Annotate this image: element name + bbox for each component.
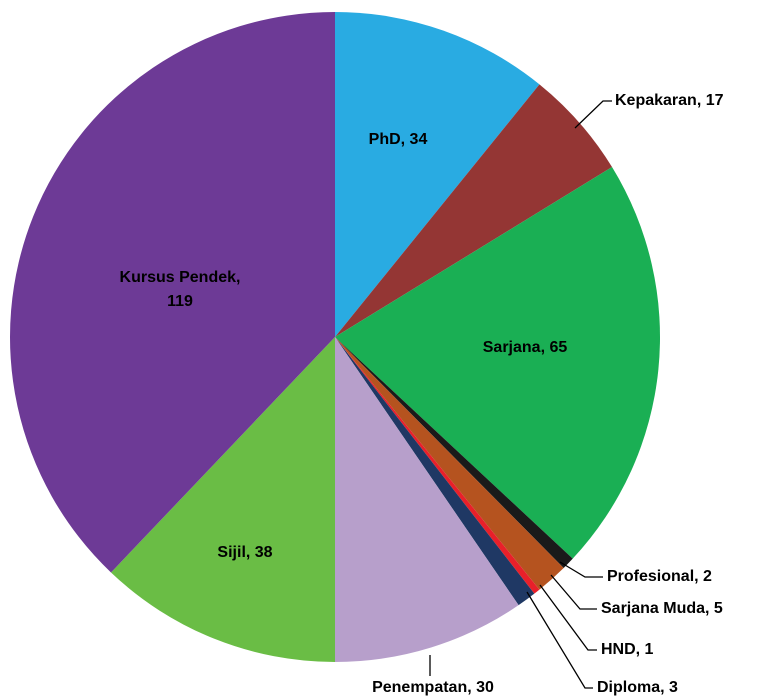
- pie-slice: [335, 167, 660, 559]
- pie-slice: [335, 337, 564, 590]
- pie-slice: [335, 337, 573, 568]
- pie-slice: [335, 84, 613, 337]
- slice-label: Profesional, 2: [607, 568, 712, 585]
- leader-line: [539, 584, 597, 651]
- slice-label: PhD, 34: [368, 131, 428, 148]
- pie-slice: [335, 337, 535, 606]
- pie-slice: [335, 337, 540, 594]
- pie-slice: [335, 337, 519, 662]
- leader-line: [574, 100, 612, 129]
- slice-label: Diploma, 3: [597, 679, 678, 696]
- leader-line: [550, 574, 597, 610]
- slice-label: HND, 1: [601, 641, 654, 658]
- slice-label: Kursus Pendek, 119: [119, 269, 241, 310]
- pie-slice: [335, 12, 540, 337]
- slice-label: Sarjana Muda, 5: [601, 600, 723, 617]
- slice-label: Sarjana, 65: [482, 339, 568, 356]
- leader-line: [559, 561, 603, 578]
- slice-label: Penempatan, 30: [372, 679, 494, 696]
- slice-label: Sijil, 38: [217, 544, 273, 561]
- leader-line: [526, 591, 593, 689]
- pie-slice: [111, 337, 335, 662]
- slice-label: Kepakaran, 17: [615, 92, 724, 109]
- pie-slice: [9, 12, 335, 573]
